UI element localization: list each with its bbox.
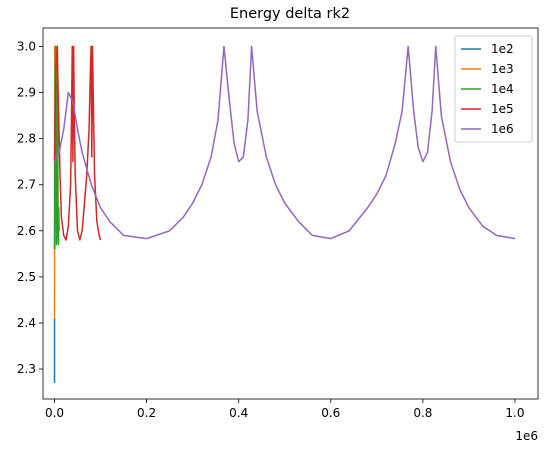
y-axis: 2.3 2.4 2.5 2.6 2.7 2.8 2.9 3.0	[17, 39, 43, 376]
x-tick-label: 0.8	[413, 406, 432, 420]
x-offset-label: 1e6	[515, 429, 538, 443]
plot-frame	[42, 27, 539, 400]
legend-label-1e2: 1e2	[491, 42, 514, 56]
series-line-1e6	[53, 45, 516, 240]
y-tick-label: 2.5	[17, 270, 36, 284]
y-tick-label: 2.3	[17, 362, 36, 376]
x-tick-label: 0.2	[137, 406, 156, 420]
legend-label-1e6: 1e6	[491, 122, 514, 136]
series-layer	[53, 45, 516, 383]
y-tick-label: 2.6	[17, 224, 36, 238]
chart-title: Energy delta rk2	[230, 6, 350, 22]
legend-label-1e5: 1e5	[491, 102, 514, 116]
x-tick-label: 0.0	[45, 406, 64, 420]
series-line-1e4	[53, 45, 60, 250]
x-tick-label: 0.4	[229, 406, 248, 420]
y-tick-label: 2.7	[17, 178, 36, 192]
y-tick-label: 2.8	[17, 132, 36, 146]
x-axis: 0.0 0.2 0.4 0.6 0.8 1.0	[45, 399, 525, 420]
x-tick-label: 1.0	[505, 406, 524, 420]
y-tick-label: 3.0	[17, 39, 36, 53]
legend-label-1e4: 1e4	[491, 82, 514, 96]
y-tick-label: 2.9	[17, 86, 36, 100]
legend: 1e2 1e3 1e4 1e5 1e6	[454, 35, 533, 143]
x-tick-label: 0.6	[321, 406, 340, 420]
series-line-1e5	[53, 45, 102, 241]
legend-label-1e3: 1e3	[491, 62, 514, 76]
y-tick-label: 2.4	[17, 316, 36, 330]
legend-box	[454, 35, 533, 143]
